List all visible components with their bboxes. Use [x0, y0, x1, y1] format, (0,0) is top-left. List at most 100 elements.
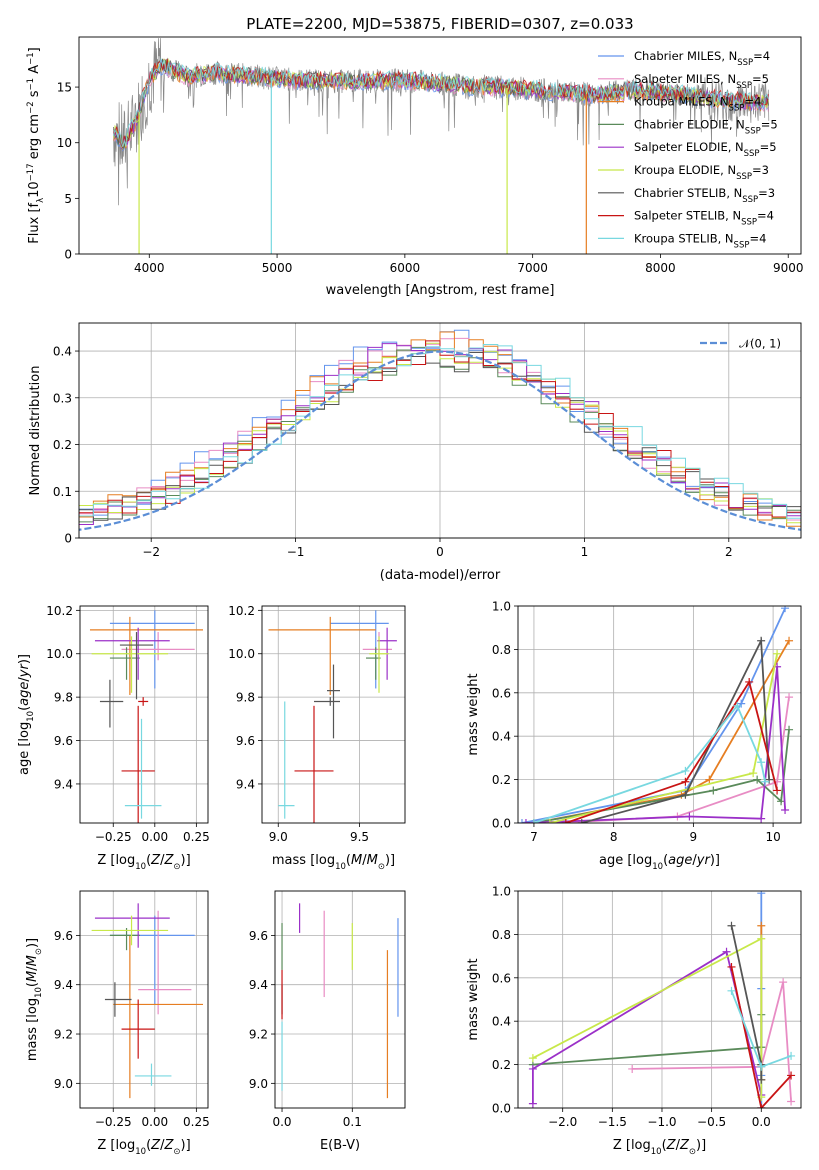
residual_histogram-xtick-label: 0 — [436, 545, 444, 559]
residual_histogram-xtick-label: −2 — [142, 545, 160, 559]
weight-marker-kroupa_stelib — [529, 819, 538, 823]
residual_histogram-xtick-label: −1 — [287, 545, 305, 559]
spectrum-xtick-label: 9000 — [773, 261, 804, 275]
mass_vs_metallicity-ytick-label: 9.2 — [54, 1028, 73, 1042]
legend-label-salpeter_elodie: Salpeter ELODIE, NSSP=5 — [634, 140, 777, 159]
mass_weight_vs_metallicity-ytick-label: 0.0 — [492, 1102, 511, 1116]
legend-label-kroupa_elodie: Kroupa ELODIE, NSSP=3 — [634, 163, 769, 182]
weight-marker-chabrier_elodie — [709, 786, 718, 795]
mass_vs_metallicity-ylabel: mass [log10(M/M⊙)] — [25, 938, 44, 1061]
spectrum-plot-area — [113, 38, 770, 254]
weight-marker-kroupa_elodie — [749, 769, 758, 778]
weight-marker-kroupa_miles — [757, 921, 766, 930]
age_vs_metallicity-plot-area — [89, 610, 204, 823]
weight-marker-salpeter_miles — [779, 978, 788, 987]
age_vs_mass-xtick-label: 9.5 — [350, 830, 369, 844]
histogram-ylabel: Normed distribution — [28, 366, 43, 496]
mass_weight_vs_age-ytick-label: 0.0 — [492, 817, 511, 831]
spectrum-frame — [78, 36, 802, 255]
spectrum-model-chabrier_stelib — [113, 59, 769, 149]
mass_vs_metallicity-xtick-label: 0.25 — [183, 1115, 210, 1129]
age_vs_metallicity-frame — [79, 605, 209, 824]
histogram-kroupa_stelib — [79, 344, 801, 519]
weight-marker-kroupa_elodie — [545, 819, 554, 823]
weight-marker-kroupa_miles — [705, 775, 714, 784]
mass_weight_vs_metallicity-ytick-label: 0.8 — [492, 928, 511, 942]
residual_histogram-ytick-label: 0.3 — [53, 391, 72, 405]
age_vs_metallicity-ylabel: age [log10(age/yr)] — [17, 654, 36, 775]
age_vs_mass-frame — [261, 605, 406, 824]
mass_weight_vs_age-ytick-label: 0.6 — [492, 686, 511, 700]
residual_histogram-panel: −2 −1 0 1 2 0 0.1 0.2 0.3 0.4 — [53, 322, 802, 559]
mass_vs_metallicity-xtick-label: 0.00 — [141, 1115, 168, 1129]
weight-marker-kroupa_stelib — [787, 1051, 796, 1060]
spectrum-legend: Chabrier MILES, NSSP=4 Salpeter MILES, NS… — [598, 49, 778, 250]
spectrum-xtick-label: 8000 — [645, 261, 676, 275]
age_vs_metallicity-xtick-label: −0.25 — [95, 830, 132, 844]
weight-marker-salpeter_stelib — [561, 819, 570, 823]
legend-label-salpeter_stelib: Salpeter STELIB, NSSP=4 — [634, 209, 774, 228]
weight-marker-kroupa_stelib — [761, 777, 770, 786]
weight-marker-chabrier_stelib — [757, 1075, 766, 1084]
mass_vs_ebv-panel: 0.0 0.1 9.0 9.2 9.4 9.6 — [249, 890, 406, 1129]
mass_vs_ebv-xlabel: E(B-V) — [320, 1138, 360, 1153]
mass_weight_vs_metallicity-ylabel: mass weight — [466, 958, 481, 1040]
mass_vs_metallicity-frame — [79, 890, 209, 1109]
age_vs_mass-xlabel: mass [log10(M/M⊙)] — [272, 853, 395, 872]
mass_weight_vs_age-ytick-label: 1.0 — [492, 600, 511, 614]
weight-marker-chabrier_elodie — [753, 775, 762, 784]
age_vs_mass-ytick-label: 10.2 — [228, 604, 255, 618]
legend-label-kroupa_stelib: Kroupa STELIB, NSSP=4 — [634, 231, 766, 250]
weight-marker-salpeter_stelib — [727, 962, 736, 971]
mass_weight_vs_metallicity-frame — [517, 890, 802, 1109]
mass_vs_metallicity-panel: −0.25 0.00 0.25 9.0 9.2 9.4 9.6 — [54, 890, 210, 1129]
mass_weight_vs_age-xtick-label: 9 — [690, 830, 698, 844]
mass_weight_vs_metallicity-panel: −2.0 −1.5 −1.0 −0.5 0.0 0.0 0.2 0.4 0.6 0.8 1.0 — [492, 885, 802, 1129]
mass_weight_vs_age-xtick-label: 8 — [610, 830, 618, 844]
weight-marker-kroupa_stelib — [757, 1062, 766, 1071]
residual_histogram-plot-area — [79, 329, 801, 531]
age_vs_metallicity-xtick-label: 0.00 — [141, 830, 168, 844]
mass_vs_ebv-xtick-label: 0.1 — [343, 1115, 362, 1129]
residual_histogram-ytick-label: 0.4 — [53, 345, 72, 359]
spectrum-xlabel: wavelength [Angstrom, rest frame] — [326, 283, 555, 298]
weight-marker-chabrier_elodie — [785, 725, 794, 734]
weight-line-salpeter_miles — [557, 696, 790, 823]
mass_weight_vs_metallicity-xlabel: Z [log10(Z/Z⊙)] — [613, 1138, 706, 1157]
spectrum-xtick-label: 4000 — [134, 261, 165, 275]
legend-label-chabrier_stelib: Chabrier STELIB, NSSP=3 — [634, 186, 775, 205]
age_vs_metallicity-ytick-label: 9.8 — [54, 691, 73, 705]
weight-marker-salpeter_miles — [787, 1097, 796, 1106]
weight-marker-salpeter_elodie — [528, 1099, 537, 1108]
weight-marker-salpeter_stelib — [773, 786, 782, 795]
age_vs_mass-plot-area — [268, 610, 397, 823]
residual_histogram-xtick-label: 1 — [581, 545, 589, 559]
mass_weight_vs_age-ytick-label: 0.8 — [492, 643, 511, 657]
age_vs_metallicity-ytick-label: 10.0 — [46, 647, 73, 661]
age_vs_mass-panel: 9.0 9.5 9.4 9.6 9.8 10.0 10.2 — [228, 604, 406, 844]
age_vs_metallicity-xlabel: Z [log10(Z/Z⊙)] — [97, 853, 190, 872]
spectrum-model-kroupa_stelib — [113, 57, 769, 148]
residual_histogram-frame — [78, 322, 802, 539]
legend-label-chabrier_miles: Chabrier MILES, NSSP=4 — [634, 49, 770, 68]
mass_vs_metallicity-ytick-label: 9.0 — [54, 1077, 73, 1091]
mass_weight_vs_metallicity-xtick-label: 0.0 — [752, 1115, 771, 1129]
residual_histogram-xtick-label: 2 — [725, 545, 733, 559]
mass_weight_vs_metallicity-xtick-label: −1.0 — [647, 1115, 676, 1129]
mass_vs_ebv-ytick-label: 9.2 — [249, 1028, 268, 1042]
mass_vs_ebv-ytick-label: 9.6 — [249, 929, 268, 943]
weight-marker-kroupa_elodie — [528, 1054, 537, 1063]
weight-marker-chabrier_stelib — [727, 921, 736, 930]
residual_histogram-ytick-label: 0.1 — [53, 485, 72, 499]
weight-marker-kroupa_stelib — [733, 701, 742, 710]
mass_weight_vs_metallicity-xtick-label: −2.0 — [548, 1115, 577, 1129]
weight-marker-kroupa_elodie — [757, 934, 766, 943]
age_vs_mass-ytick-label: 9.8 — [236, 691, 255, 705]
weight-marker-salpeter_elodie — [781, 805, 790, 814]
weight-line-chabrier_stelib — [581, 637, 770, 823]
weight-marker-chabrier_stelib — [577, 819, 586, 823]
histogram-legend: 𝒩(0, 1) — [700, 337, 781, 351]
spectrum-ytick-label: 0 — [64, 248, 72, 262]
weight-marker-salpeter_elodie — [722, 947, 731, 956]
